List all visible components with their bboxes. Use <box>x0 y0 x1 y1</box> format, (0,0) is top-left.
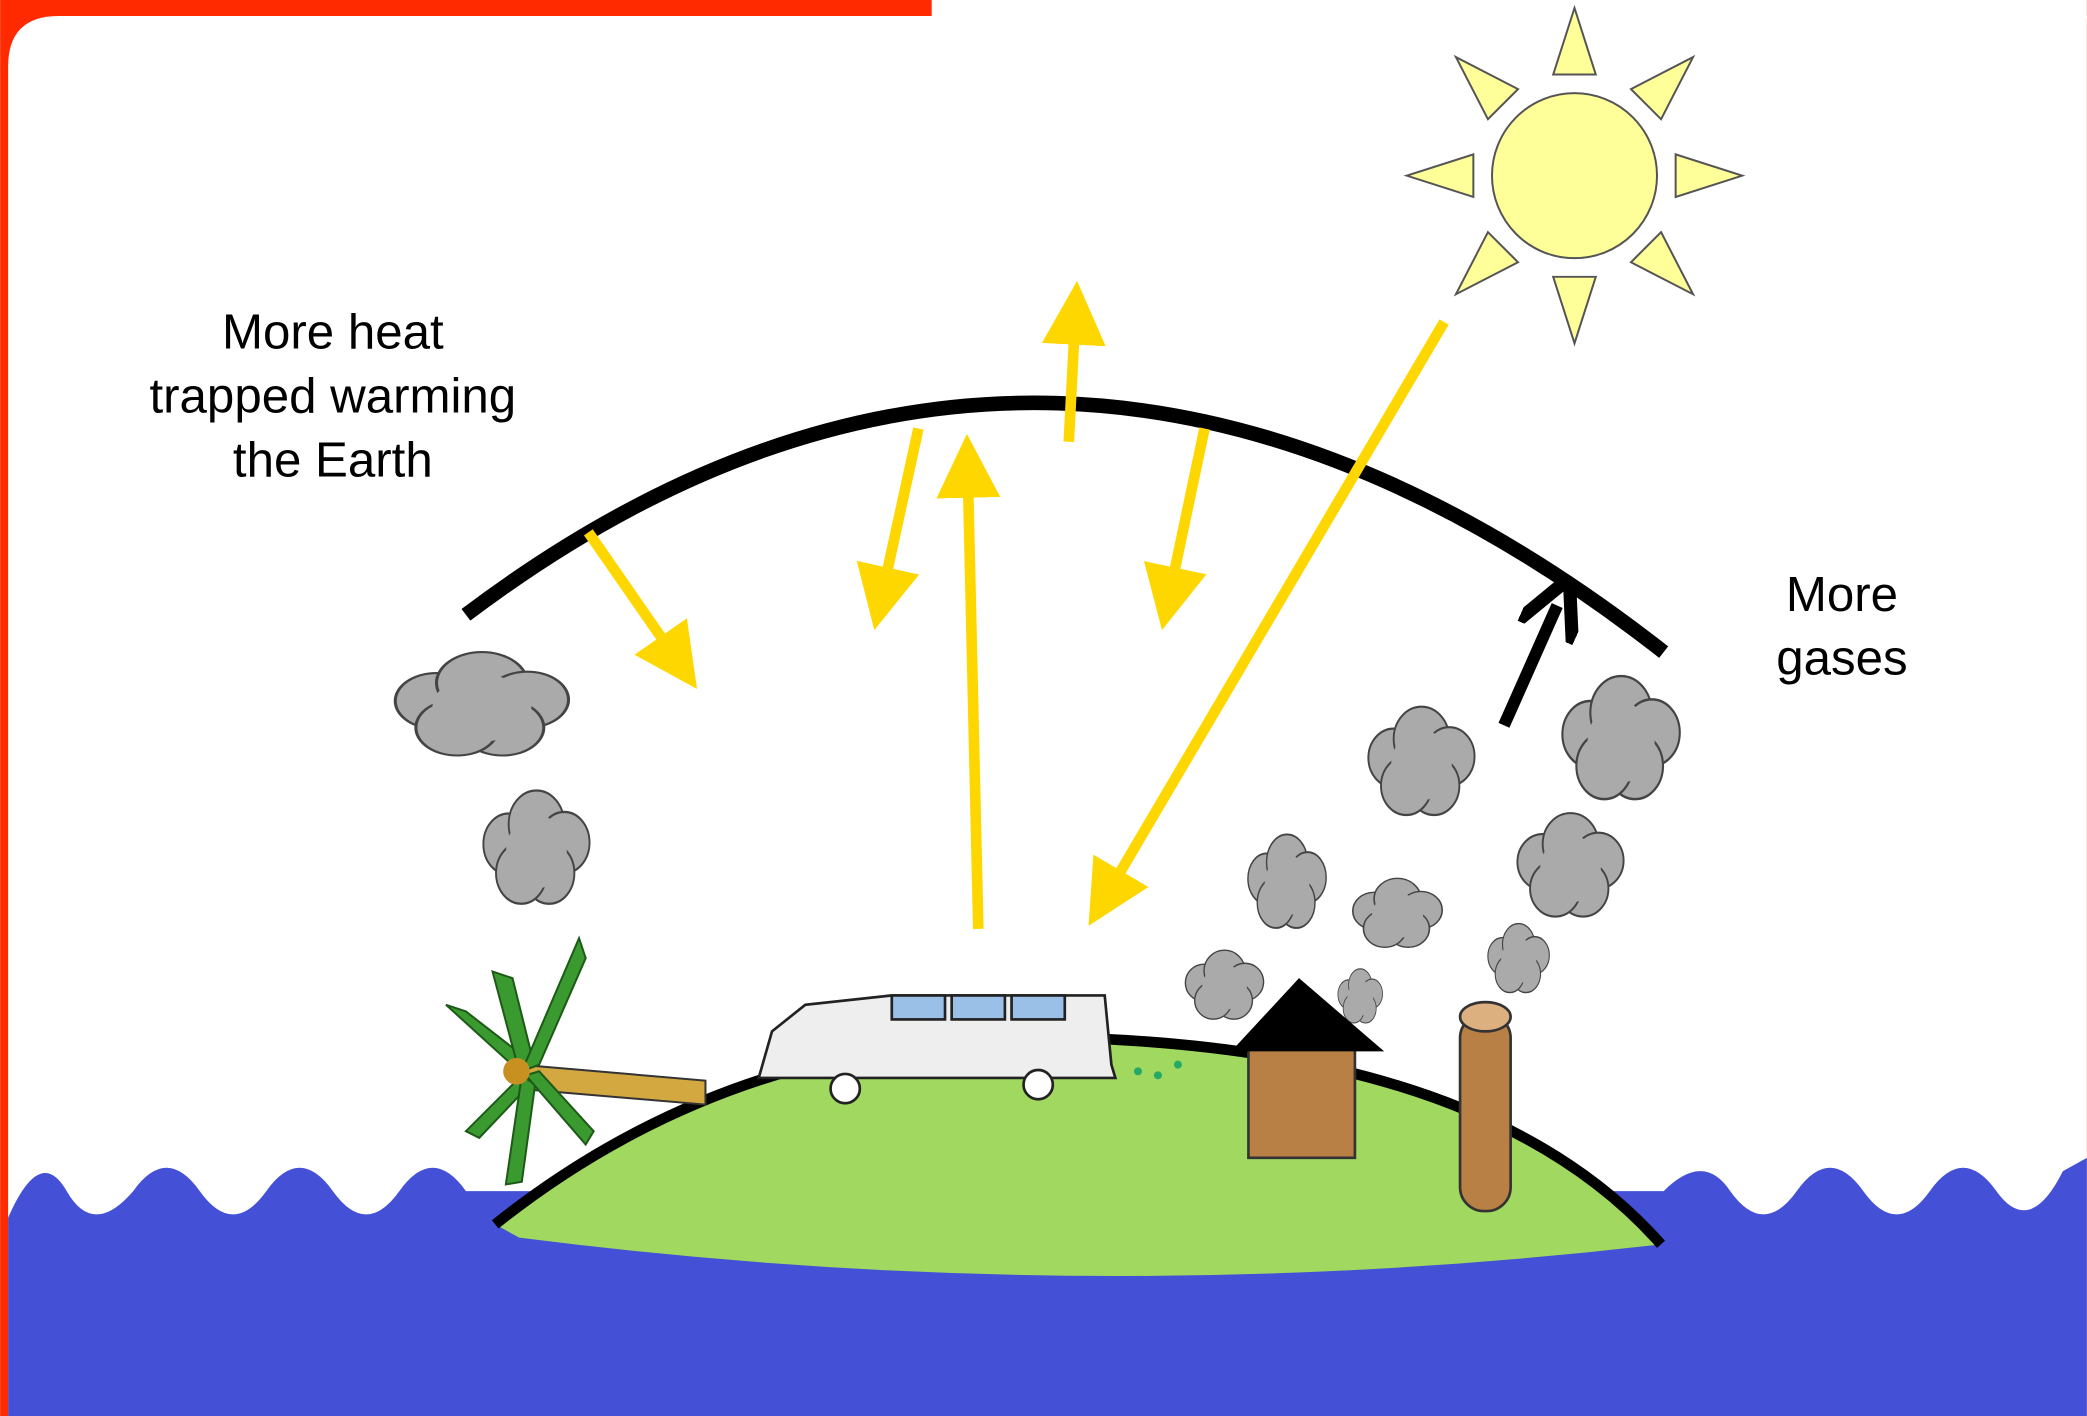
label-line: More heat <box>222 305 444 360</box>
panel-top <box>931 0 2087 19</box>
sun <box>1403 4 1746 347</box>
island <box>495 1037 1662 1277</box>
label-line: gases <box>1776 631 1907 686</box>
smokestack <box>1458 1000 1512 1213</box>
car <box>756 994 1182 1105</box>
label-line: the Earth <box>233 432 433 487</box>
house <box>1231 978 1385 1160</box>
palm-tree <box>445 935 707 1186</box>
label-line: More <box>1786 567 1898 622</box>
atmosphere <box>461 395 1669 658</box>
heat-arrows <box>583 280 1449 930</box>
gas-arrow <box>1498 606 1557 728</box>
label-line: trapped warming <box>149 369 516 424</box>
